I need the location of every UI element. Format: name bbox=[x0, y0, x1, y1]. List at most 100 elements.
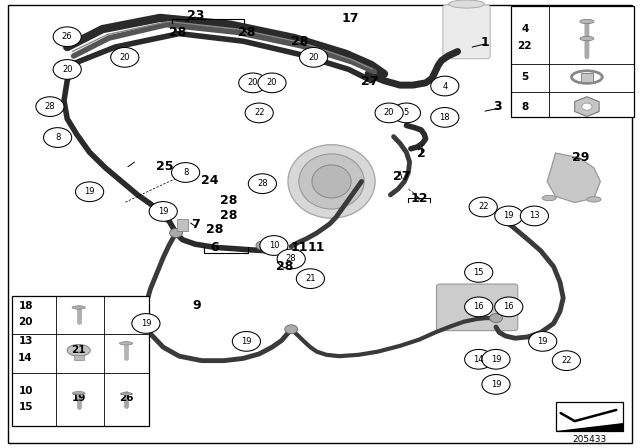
Bar bbox=[244, 78, 262, 87]
Circle shape bbox=[431, 108, 459, 127]
Text: 22: 22 bbox=[478, 202, 488, 211]
Circle shape bbox=[465, 263, 493, 282]
Circle shape bbox=[239, 73, 267, 93]
Ellipse shape bbox=[67, 345, 90, 356]
Text: 29: 29 bbox=[572, 151, 590, 164]
Ellipse shape bbox=[582, 103, 592, 110]
Text: 5: 5 bbox=[521, 72, 529, 82]
Text: 20: 20 bbox=[248, 78, 258, 87]
Polygon shape bbox=[556, 423, 623, 431]
Text: 28: 28 bbox=[220, 209, 238, 223]
Text: 8: 8 bbox=[55, 133, 60, 142]
Circle shape bbox=[275, 246, 288, 255]
Text: 28: 28 bbox=[276, 260, 294, 273]
Text: 8: 8 bbox=[521, 102, 529, 112]
Bar bbox=[74, 355, 84, 360]
Text: 27: 27 bbox=[361, 75, 379, 88]
Polygon shape bbox=[547, 153, 600, 202]
Circle shape bbox=[245, 103, 273, 123]
Text: 20: 20 bbox=[19, 317, 33, 327]
Text: 28: 28 bbox=[220, 194, 238, 207]
Circle shape bbox=[76, 182, 104, 202]
Text: 11: 11 bbox=[308, 241, 326, 254]
Text: 2: 2 bbox=[417, 146, 426, 160]
Text: 14: 14 bbox=[474, 355, 484, 364]
Text: 28: 28 bbox=[237, 26, 255, 39]
Bar bbox=[305, 53, 323, 62]
Circle shape bbox=[53, 27, 81, 47]
Circle shape bbox=[232, 332, 260, 351]
Text: 5: 5 bbox=[404, 108, 409, 117]
Bar bbox=[556, 402, 623, 431]
Text: 28: 28 bbox=[286, 254, 296, 263]
Text: 22: 22 bbox=[254, 108, 264, 117]
Circle shape bbox=[465, 297, 493, 317]
Ellipse shape bbox=[449, 0, 484, 8]
Text: 17: 17 bbox=[342, 12, 360, 26]
Circle shape bbox=[520, 206, 548, 226]
Text: 8: 8 bbox=[183, 168, 188, 177]
Bar bbox=[177, 219, 188, 231]
Bar bbox=[397, 108, 415, 117]
Text: 19: 19 bbox=[84, 187, 95, 196]
Circle shape bbox=[300, 47, 328, 67]
Text: 19: 19 bbox=[491, 355, 501, 364]
Circle shape bbox=[490, 314, 502, 323]
Ellipse shape bbox=[587, 197, 601, 202]
Text: 205433: 205433 bbox=[572, 435, 606, 444]
Circle shape bbox=[111, 47, 139, 67]
Circle shape bbox=[392, 103, 420, 123]
Text: 10: 10 bbox=[269, 241, 279, 250]
Text: 20: 20 bbox=[308, 53, 319, 62]
Ellipse shape bbox=[580, 19, 594, 24]
Circle shape bbox=[172, 163, 200, 182]
Text: 16: 16 bbox=[504, 302, 514, 311]
Text: 21: 21 bbox=[305, 274, 316, 283]
Circle shape bbox=[482, 375, 510, 394]
Bar bbox=[12, 296, 149, 426]
Circle shape bbox=[495, 297, 523, 317]
Ellipse shape bbox=[72, 306, 86, 309]
Text: 7: 7 bbox=[191, 218, 200, 232]
Text: 19: 19 bbox=[491, 380, 501, 389]
Text: 19: 19 bbox=[538, 337, 548, 346]
Text: 28: 28 bbox=[257, 179, 268, 188]
Text: 14: 14 bbox=[19, 353, 33, 362]
Circle shape bbox=[248, 174, 276, 194]
Text: 18: 18 bbox=[440, 113, 450, 122]
FancyBboxPatch shape bbox=[443, 5, 490, 59]
Text: 27: 27 bbox=[393, 170, 411, 184]
Ellipse shape bbox=[72, 392, 85, 395]
Text: 1: 1 bbox=[481, 36, 490, 49]
Circle shape bbox=[465, 349, 493, 369]
Bar bbox=[58, 32, 76, 41]
Circle shape bbox=[258, 73, 286, 93]
FancyBboxPatch shape bbox=[436, 284, 518, 331]
Bar bbox=[179, 165, 189, 177]
Text: 23: 23 bbox=[186, 9, 204, 22]
Bar bbox=[263, 80, 281, 89]
Circle shape bbox=[44, 128, 72, 147]
Bar bbox=[161, 205, 172, 218]
Circle shape bbox=[529, 332, 557, 351]
Text: 26: 26 bbox=[119, 393, 133, 403]
Circle shape bbox=[296, 269, 324, 289]
Ellipse shape bbox=[542, 195, 556, 201]
Text: 22: 22 bbox=[561, 356, 572, 365]
Text: 4: 4 bbox=[442, 82, 447, 90]
Ellipse shape bbox=[120, 392, 132, 395]
Text: 25: 25 bbox=[156, 160, 174, 173]
Text: 13: 13 bbox=[529, 211, 540, 220]
Text: 18: 18 bbox=[19, 301, 33, 310]
Text: 20: 20 bbox=[120, 53, 130, 62]
Ellipse shape bbox=[120, 342, 133, 345]
Text: 20: 20 bbox=[62, 65, 72, 74]
Circle shape bbox=[132, 314, 160, 333]
Text: 9: 9 bbox=[193, 299, 202, 312]
Text: 22: 22 bbox=[518, 41, 532, 51]
Text: 16: 16 bbox=[474, 302, 484, 311]
Circle shape bbox=[53, 60, 81, 79]
Text: 3: 3 bbox=[493, 100, 502, 113]
Circle shape bbox=[149, 202, 177, 221]
Text: 24: 24 bbox=[201, 173, 219, 187]
